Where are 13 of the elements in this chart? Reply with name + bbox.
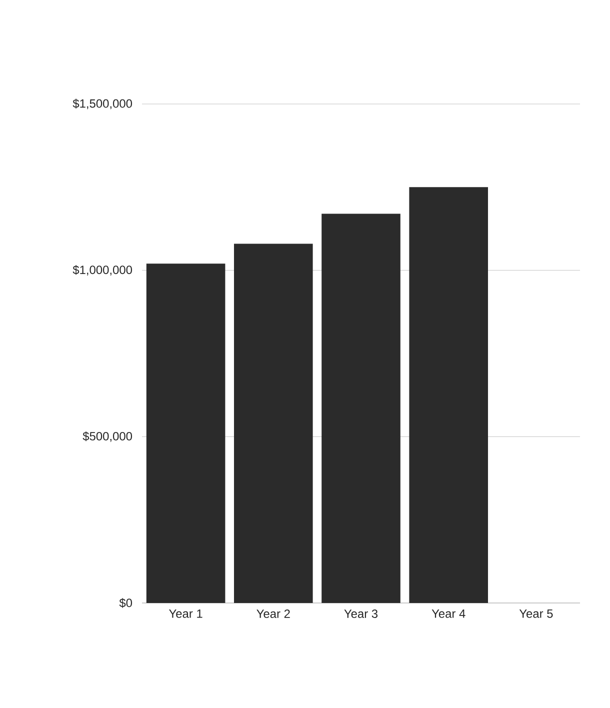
x-tick-label: Year 4 bbox=[432, 610, 466, 618]
x-tick-label: Year 3 bbox=[344, 610, 378, 618]
y-tick-label: $500,000 bbox=[82, 431, 132, 442]
x-tick-label: Year 2 bbox=[256, 610, 290, 618]
x-tick-label: Year 1 bbox=[169, 610, 202, 618]
x-tick-label: Year 5 bbox=[519, 610, 553, 618]
bar bbox=[409, 187, 488, 603]
bar bbox=[234, 244, 313, 603]
y-tick-label: $0 bbox=[119, 598, 132, 608]
bar bbox=[322, 214, 400, 603]
y-tick-label: $1,000,000 bbox=[72, 265, 132, 276]
y-tick-label: $1,500,000 bbox=[72, 98, 132, 110]
bar bbox=[146, 264, 226, 603]
